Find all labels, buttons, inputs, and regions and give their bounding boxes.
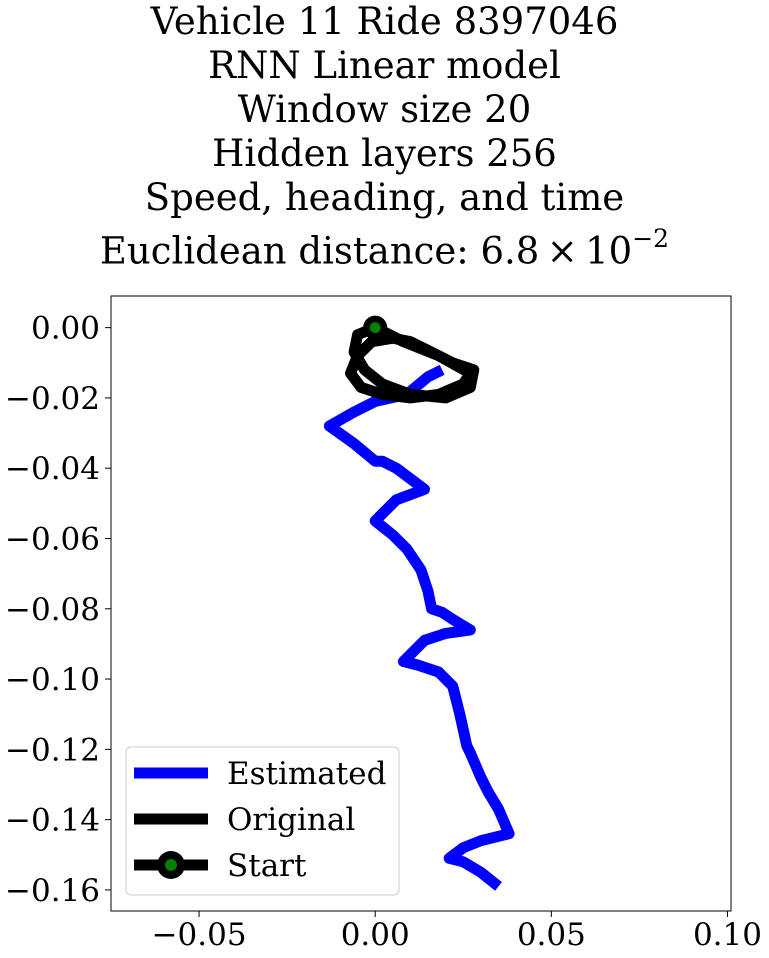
- plot-series: [323, 315, 515, 891]
- title-line-1: Vehicle 11 Ride 8397046: [150, 0, 619, 43]
- x-tick-label: 0.10: [693, 917, 762, 953]
- axes-frame: [110, 295, 732, 912]
- y-tick-label: −0.06: [5, 521, 100, 557]
- chart-title: Vehicle 11 Ride 8397046 RNN Linear model…: [0, 0, 769, 273]
- x-axis-ticks: −0.05 0.00 0.05 0.10: [152, 911, 762, 953]
- series-line-estimated: [323, 364, 515, 891]
- title-line-4: Hidden layers 256: [212, 132, 557, 175]
- y-tick-label: 0.00: [31, 311, 100, 347]
- legend: Estimated Original Start: [125, 746, 400, 896]
- series-line-original: [345, 322, 480, 404]
- y-tick-label: −0.08: [5, 592, 100, 628]
- euclidean-distance-exponent: −2: [632, 224, 670, 253]
- title-line-2: RNN Linear model: [208, 44, 561, 87]
- y-tick-label: −0.10: [5, 662, 100, 698]
- y-axis-ticks: 0.00 −0.02 −0.04 −0.06 −0.08 −0.10 −0.12 −0.14 −…: [5, 311, 111, 909]
- title-line-5: Speed, heading, and time: [144, 176, 625, 219]
- legend-box: [125, 746, 400, 896]
- y-tick-label: −0.04: [5, 451, 100, 487]
- y-tick-label: −0.12: [5, 732, 100, 768]
- legend-label-start: Start: [227, 848, 307, 884]
- title-line-6: Euclidean distance: 6.8 × 10−2: [0, 220, 769, 273]
- x-tick-label: −0.05: [152, 917, 247, 953]
- start-marker-inner: [369, 322, 381, 334]
- legend-label-original: Original: [227, 802, 355, 838]
- x-tick-label: 0.00: [341, 917, 410, 953]
- y-tick-label: −0.02: [5, 381, 100, 417]
- legend-start-marker-inner: [165, 859, 177, 871]
- title-line-3: Window size 20: [237, 88, 532, 131]
- euclidean-distance-text: Euclidean distance: 6.8 × 10: [99, 229, 633, 273]
- y-tick-label: −0.14: [5, 803, 100, 839]
- y-tick-label: −0.16: [5, 873, 100, 909]
- x-tick-label: 0.05: [517, 917, 586, 953]
- legend-label-estimated: Estimated: [227, 756, 386, 792]
